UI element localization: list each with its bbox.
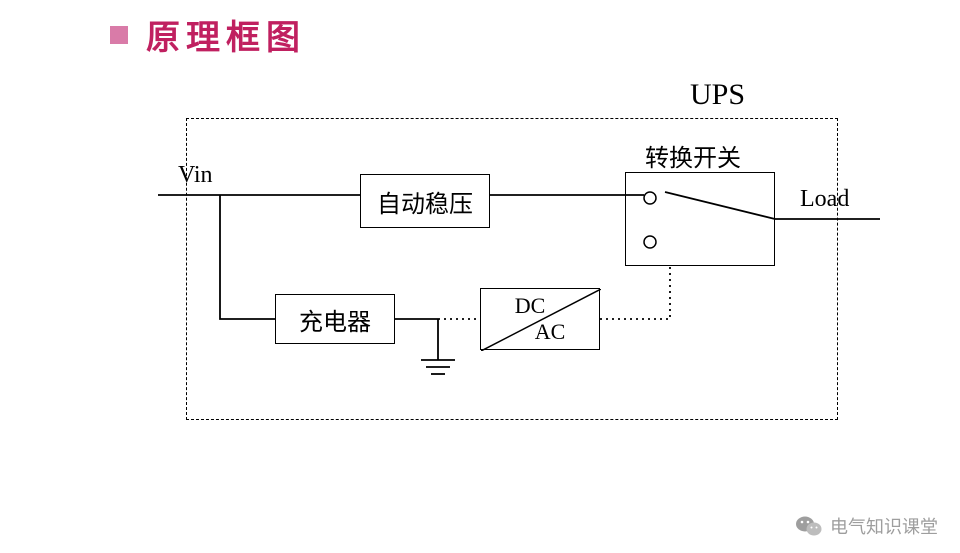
wechat-icon xyxy=(796,515,822,537)
watermark: 电气知识课堂 xyxy=(796,513,938,539)
dcac-block: DC AC xyxy=(480,288,600,350)
watermark-text: 电气知识课堂 xyxy=(830,513,938,539)
page-title: 原理框图 xyxy=(146,10,306,59)
output-label: Load xyxy=(800,186,849,213)
charger-label: 充电器 xyxy=(299,302,371,337)
switch-block xyxy=(625,172,775,266)
avr-block: 自动稳压 xyxy=(360,174,490,228)
input-label: Vin xyxy=(178,162,213,189)
title-row: 原理框图 xyxy=(110,10,306,59)
ups-label: UPS xyxy=(690,78,745,112)
ac-label: AC xyxy=(535,319,566,345)
dc-label: DC xyxy=(515,293,546,319)
avr-label: 自动稳压 xyxy=(377,184,473,219)
switch-label: 转换开关 xyxy=(645,138,741,173)
charger-block: 充电器 xyxy=(275,294,395,344)
title-bullet-icon xyxy=(110,26,128,44)
